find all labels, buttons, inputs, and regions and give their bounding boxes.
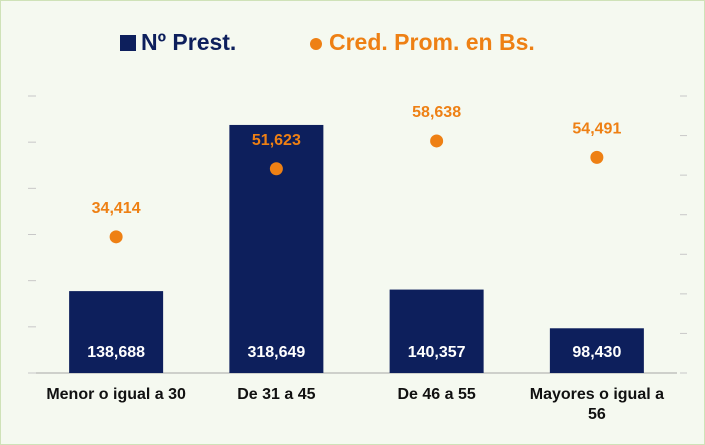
x-tick-label: De 46 a 55 <box>397 386 476 403</box>
legend-swatch <box>120 35 136 51</box>
point-label: 34,414 <box>92 200 141 217</box>
legend-swatch <box>310 38 322 50</box>
legend-label: Nº Prest. <box>141 29 236 55</box>
x-tick-label: Menor o igual a 30 <box>46 386 186 403</box>
bar <box>229 124 324 374</box>
bar-label: 98,430 <box>572 344 621 361</box>
point-label: 51,623 <box>252 132 301 149</box>
bar <box>69 291 164 373</box>
bar-label: 138,688 <box>87 344 145 361</box>
x-tick-label: De 31 a 45 <box>237 386 316 403</box>
point <box>109 230 123 244</box>
bar <box>549 328 644 373</box>
point-label: 54,491 <box>572 121 621 138</box>
point <box>269 162 283 176</box>
bar-label: 318,649 <box>247 344 305 361</box>
x-tick-label: Mayores o igual a 56 <box>529 386 664 423</box>
bar-label: 140,357 <box>408 344 466 361</box>
point <box>590 150 604 164</box>
point-label: 58,638 <box>412 104 461 121</box>
legend-label: Cred. Prom. en Bs. <box>329 29 535 55</box>
bar <box>389 289 484 373</box>
point <box>430 134 444 148</box>
